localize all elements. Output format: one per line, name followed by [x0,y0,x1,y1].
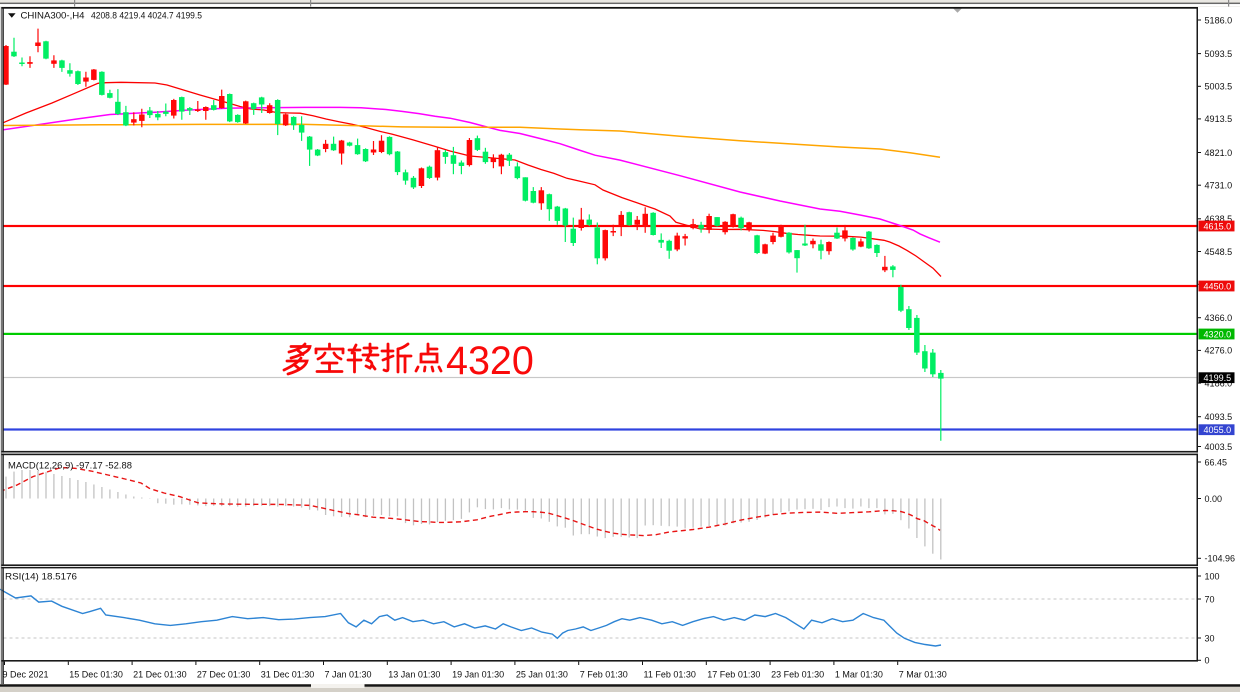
svg-text:4450.0: 4450.0 [1204,281,1232,291]
svg-text:4913.5: 4913.5 [1205,114,1233,124]
svg-text:11 Feb 01:30: 11 Feb 01:30 [644,669,696,679]
svg-text:5093.5: 5093.5 [1205,49,1233,59]
svg-text:MACD(12,26,9) -97.17 -52.88: MACD(12,26,9) -97.17 -52.88 [8,461,132,472]
svg-text:66.45: 66.45 [1205,457,1228,467]
svg-text:7 Feb 01:30: 7 Feb 01:30 [580,669,628,679]
svg-text:4055.0: 4055.0 [1204,425,1232,435]
svg-text:4731.0: 4731.0 [1205,181,1233,191]
svg-text:4276.0: 4276.0 [1205,346,1233,356]
svg-text:13 Jan 01:30: 13 Jan 01:30 [388,669,440,679]
svg-text:23 Feb 01:30: 23 Feb 01:30 [771,669,824,679]
svg-text:70: 70 [1205,594,1215,604]
svg-text:17 Feb 01:30: 17 Feb 01:30 [707,669,760,679]
svg-text:100: 100 [1205,571,1220,581]
svg-text:0.00: 0.00 [1205,494,1223,504]
svg-text:4638.5: 4638.5 [1205,214,1233,224]
svg-text:-104.96: -104.96 [1205,554,1236,564]
svg-text:30: 30 [1205,633,1215,643]
svg-text:4548.5: 4548.5 [1205,247,1233,257]
svg-text:RSI(14) 18.5176: RSI(14) 18.5176 [5,572,77,583]
svg-text:4003.5: 4003.5 [1205,442,1233,452]
svg-text:5003.5: 5003.5 [1205,82,1233,92]
svg-text:7 Mar 01:30: 7 Mar 01:30 [899,669,947,679]
svg-text:27 Dec 01:30: 27 Dec 01:30 [197,669,251,679]
svg-text:15 Dec 01:30: 15 Dec 01:30 [69,669,123,679]
svg-text:4320.0: 4320.0 [1204,329,1232,339]
svg-text:CHINA300-,H4: CHINA300-,H4 [21,11,85,22]
svg-text:5186.0: 5186.0 [1205,15,1233,25]
svg-text:21 Dec 01:30: 21 Dec 01:30 [133,669,187,679]
svg-text:4093.5: 4093.5 [1205,412,1233,422]
svg-text:31 Dec 01:30: 31 Dec 01:30 [261,669,315,679]
svg-text:0: 0 [1205,656,1210,666]
svg-text:7 Jan 01:30: 7 Jan 01:30 [325,669,372,679]
svg-text:25 Jan 01:30: 25 Jan 01:30 [516,669,568,679]
svg-text:4821.0: 4821.0 [1205,148,1233,158]
svg-text:4199.5: 4199.5 [1204,373,1232,383]
svg-text:4186.0: 4186.0 [1205,378,1233,388]
svg-text:4208.8 4219.4 4024.7 4199.5: 4208.8 4219.4 4024.7 4199.5 [91,11,202,22]
svg-text:1 Mar 01:30: 1 Mar 01:30 [835,669,883,679]
svg-text:19 Jan 01:30: 19 Jan 01:30 [452,669,504,679]
svg-text:4615.0: 4615.0 [1204,221,1232,231]
svg-text:4320: 4320 [446,339,534,383]
svg-text:4366.0: 4366.0 [1205,313,1233,323]
svg-text:9 Dec 2021: 9 Dec 2021 [3,669,49,679]
